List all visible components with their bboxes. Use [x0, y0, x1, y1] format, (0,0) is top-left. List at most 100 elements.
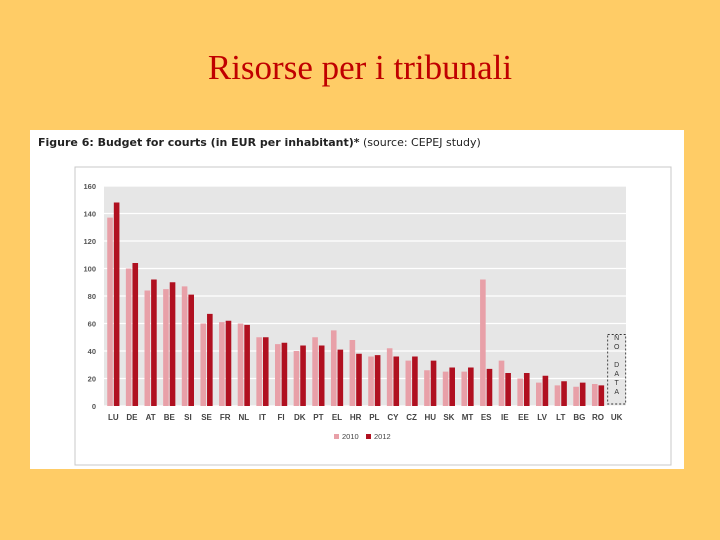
x-tick-label: BE	[164, 413, 176, 422]
x-tick-label: NL	[238, 413, 249, 422]
x-tick-label: IE	[501, 413, 509, 422]
bar-2010-LV	[536, 382, 542, 406]
bar-2010-SI	[181, 286, 188, 406]
x-tick-label: LT	[556, 413, 565, 422]
bar-2010-EL	[330, 330, 337, 406]
x-tick-label: AT	[146, 413, 156, 422]
bar-2010-PT	[312, 337, 318, 406]
legend-swatch-2010	[334, 434, 339, 439]
x-tick-label: CY	[387, 413, 399, 422]
x-tick-label: MT	[462, 413, 474, 422]
x-tick-label: SE	[201, 413, 212, 422]
bar-2012-LU	[113, 202, 120, 406]
bar-2012-LV	[542, 375, 549, 406]
bar-2010-FR	[219, 322, 225, 406]
bar-2010-AT	[144, 290, 151, 406]
bar-2012-EL	[337, 349, 344, 406]
bar-2010-BE	[163, 289, 169, 406]
bar-2012-HR	[356, 353, 362, 406]
x-tick-label: PT	[313, 413, 323, 422]
x-tick-label: DK	[294, 413, 306, 422]
bar-2010-EE	[517, 378, 523, 406]
y-tick-label: 160	[83, 182, 96, 191]
x-tick-label: IT	[259, 413, 266, 422]
x-tick-label: HU	[424, 413, 436, 422]
bar-2012-FI	[281, 342, 288, 406]
bar-2010-HU	[424, 370, 430, 406]
bar-2012-EE	[523, 373, 530, 406]
bar-2010-HR	[349, 340, 356, 406]
y-tick-label: 80	[88, 292, 96, 301]
figure-caption: Figure 6: Budget for courts (in EUR per …	[38, 136, 481, 149]
x-tick-label: EL	[332, 413, 342, 422]
x-tick-label: EE	[518, 413, 529, 422]
legend-label-2010: 2010	[342, 432, 359, 441]
figure-caption-bold: Figure 6: Budget for courts (in EUR per …	[38, 136, 360, 149]
bar-2012-BG	[579, 382, 586, 406]
legend-swatch-2012	[366, 434, 371, 439]
y-tick-label: 20	[88, 375, 96, 384]
bar-2012-CZ	[412, 356, 418, 406]
bar-2010-LU	[107, 217, 113, 406]
bar-2010-DK	[293, 351, 300, 406]
bar-2012-CY	[393, 356, 400, 406]
no-data-letter: A	[614, 389, 619, 396]
bar-2012-BE	[169, 282, 176, 406]
y-tick-label: 60	[88, 320, 96, 329]
bar-2012-ES	[486, 368, 493, 406]
bar-chart: 0 20 40 60 80 100 120 140 160 LU DE AT BE SI SE FR NL IT F…	[74, 166, 672, 466]
x-tick-label: DE	[126, 413, 138, 422]
bar-2012-IE	[505, 373, 511, 406]
bar-2012-FR	[225, 320, 232, 406]
x-tick-label: FI	[278, 413, 285, 422]
x-tick-label: PL	[369, 413, 379, 422]
x-tick-label: SK	[443, 413, 454, 422]
x-tick-label: FR	[220, 413, 231, 422]
y-tick-label: 120	[83, 237, 96, 246]
x-tick-label: ES	[481, 413, 492, 422]
no-data-letter: T	[615, 380, 620, 387]
legend-label-2012: 2012	[374, 432, 391, 441]
x-tick-label: SI	[184, 413, 192, 422]
slide-title: Risorse per i tribunali	[207, 48, 513, 87]
bar-2012-IT	[262, 337, 269, 406]
bar-2010-IT	[256, 337, 262, 406]
no-data-letter: O	[614, 344, 620, 351]
bar-2010-SE	[200, 323, 207, 406]
y-tick-label: 140	[83, 210, 96, 219]
bar-2012-SI	[188, 294, 194, 406]
bar-2010-LT	[554, 385, 561, 406]
x-tick-label: LU	[108, 413, 119, 422]
bar-2010-ES	[480, 279, 486, 406]
bar-2012-PL	[374, 355, 381, 406]
bar-2012-PT	[318, 345, 325, 406]
x-tick-label: BG	[573, 413, 585, 422]
bar-2010-FI	[275, 344, 281, 406]
bar-2010-SK	[442, 371, 449, 406]
bar-2012-SK	[449, 367, 455, 406]
x-tick-label: RO	[592, 413, 604, 422]
x-tick-label: UK	[611, 413, 623, 422]
x-tick-label: HR	[350, 413, 362, 422]
bar-2010-IE	[498, 360, 505, 406]
bar-2012-DE	[132, 263, 139, 406]
bar-2010-BG	[573, 386, 579, 406]
figure-panel: Figure 6: Budget for courts (in EUR per …	[30, 130, 684, 469]
bar-2010-PL	[368, 356, 374, 406]
bar-2012-HU	[430, 360, 437, 406]
bar-2012-SE	[207, 313, 213, 406]
x-tick-label: CZ	[406, 413, 417, 422]
no-data-letter: N	[614, 335, 619, 342]
bar-2012-LT	[561, 381, 567, 406]
bar-2012-AT	[151, 279, 157, 406]
bar-2010-RO	[591, 384, 598, 406]
bar-2012-NL	[244, 324, 250, 406]
no-data-box	[607, 334, 627, 405]
bar-2010-CZ	[405, 360, 412, 406]
bar-2010-MT	[461, 371, 468, 406]
no-data-letter: D	[614, 362, 619, 369]
bar-2012-DK	[300, 345, 306, 406]
bar-2010-DE	[125, 268, 132, 406]
y-tick-label: 0	[92, 402, 96, 411]
bar-2012-MT	[468, 367, 474, 406]
